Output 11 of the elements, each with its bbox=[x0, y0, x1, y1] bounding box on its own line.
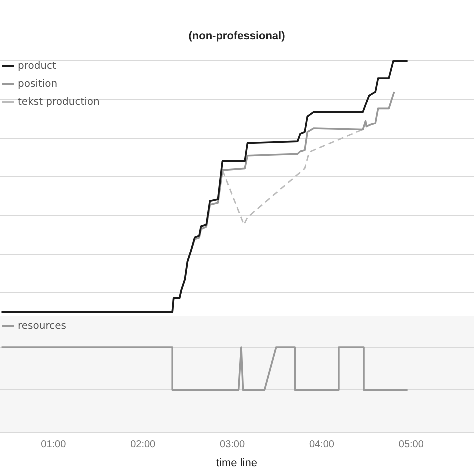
x-tick-label: 02:00 bbox=[130, 440, 156, 451]
chart-title: (non-professional) bbox=[188, 30, 286, 43]
legend-label: product bbox=[18, 61, 56, 72]
legend-label: resources bbox=[18, 321, 66, 332]
x-tick-label: 01:00 bbox=[41, 440, 67, 451]
x-tick-label: 04:00 bbox=[309, 440, 335, 451]
legend-label: tekst production bbox=[18, 97, 100, 108]
x-tick-label: 05:00 bbox=[398, 440, 424, 451]
x-axis-title: time line bbox=[216, 457, 258, 470]
legend-label: position bbox=[18, 79, 58, 90]
x-tick-label: 03:00 bbox=[220, 440, 246, 451]
